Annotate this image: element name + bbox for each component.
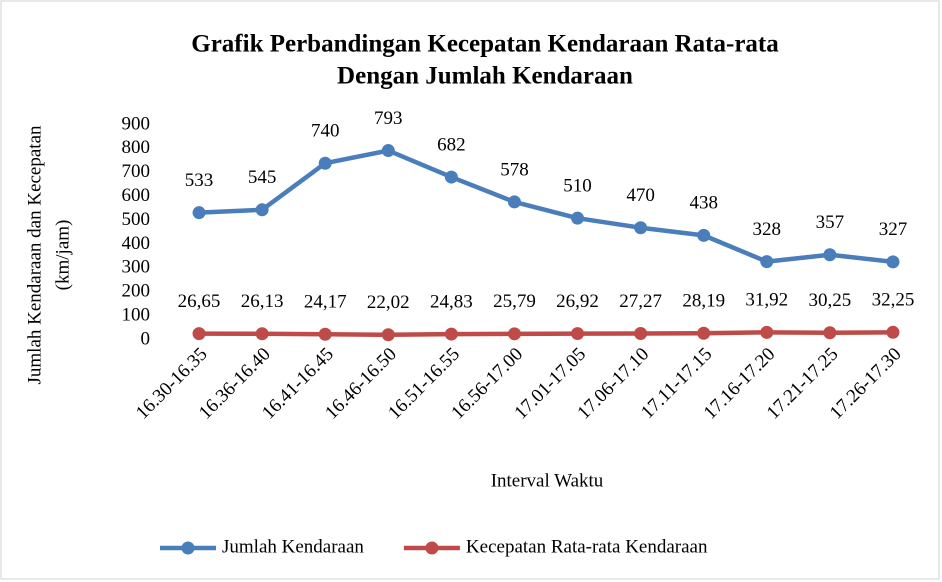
y-tick-label: 100 [122, 304, 151, 325]
data-label: 682 [437, 134, 466, 155]
legend-label: Kecepatan Rata-rata Kendaraan [466, 536, 708, 557]
point [634, 326, 648, 340]
y-tick-label: 400 [122, 233, 151, 254]
point [255, 203, 269, 217]
y-tick-label: 600 [122, 185, 151, 206]
y-axis-title: Jumlah Kendaraan dan Kecepatan [24, 125, 45, 385]
point [886, 255, 900, 269]
point [444, 170, 458, 184]
point [192, 206, 206, 220]
data-label: 22,02 [367, 292, 410, 313]
y-tick-label: 700 [122, 161, 151, 182]
y-tick-label: 800 [122, 137, 151, 158]
data-label: 31,92 [745, 290, 788, 311]
data-label: 357 [816, 212, 845, 233]
point [255, 327, 269, 341]
y-tick-label: 200 [122, 281, 151, 302]
point [571, 327, 585, 341]
point [760, 255, 774, 269]
data-label: 740 [311, 121, 340, 142]
data-label: 545 [248, 167, 277, 188]
data-label: 26,13 [241, 291, 284, 312]
point [571, 211, 585, 225]
y-tick-label: 900 [122, 113, 151, 134]
x-axis-title: Interval Waktu [491, 470, 604, 491]
y-tick-label: 0 [141, 328, 151, 349]
data-label: 28,19 [682, 291, 725, 312]
point [634, 221, 648, 235]
point [381, 328, 395, 342]
chart-title: Dengan Jumlah Kendaraan [337, 63, 633, 90]
point [823, 326, 837, 340]
y-tick-label: 300 [122, 257, 151, 278]
data-label: 793 [374, 108, 403, 129]
point [192, 327, 206, 341]
data-label: 27,27 [619, 291, 662, 312]
data-label: 32,25 [872, 290, 915, 311]
data-label: 30,25 [809, 290, 852, 311]
legend-label: Jumlah Kendaraan [222, 536, 364, 557]
data-label: 24,17 [304, 292, 347, 313]
series-line [198, 148, 894, 265]
data-label: 533 [185, 170, 214, 191]
data-label: 328 [753, 219, 782, 240]
data-label: 26,92 [556, 291, 599, 312]
data-label: 327 [879, 219, 908, 240]
legend-marker [425, 541, 439, 555]
series-line [199, 330, 893, 337]
data-label: 510 [563, 176, 592, 197]
chart-title: Grafik Perbandingan Kecepatan Kendaraan … [191, 31, 779, 58]
point [381, 144, 395, 158]
point [760, 325, 774, 339]
data-label: 26,65 [178, 291, 221, 312]
point [507, 195, 521, 209]
point [318, 156, 332, 170]
point [697, 326, 711, 340]
point [823, 248, 837, 262]
data-label: 438 [689, 193, 718, 214]
point [886, 325, 900, 339]
data-label: 24,83 [430, 291, 473, 312]
data-label: 470 [626, 185, 655, 206]
y-axis-title: (km/jam) [52, 220, 73, 291]
y-tick-label: 500 [122, 209, 151, 230]
point [318, 327, 332, 341]
data-label: 578 [500, 159, 529, 180]
point [444, 327, 458, 341]
point [697, 228, 711, 242]
legend-marker [181, 541, 195, 555]
point [507, 327, 521, 341]
data-label: 25,79 [493, 291, 536, 312]
